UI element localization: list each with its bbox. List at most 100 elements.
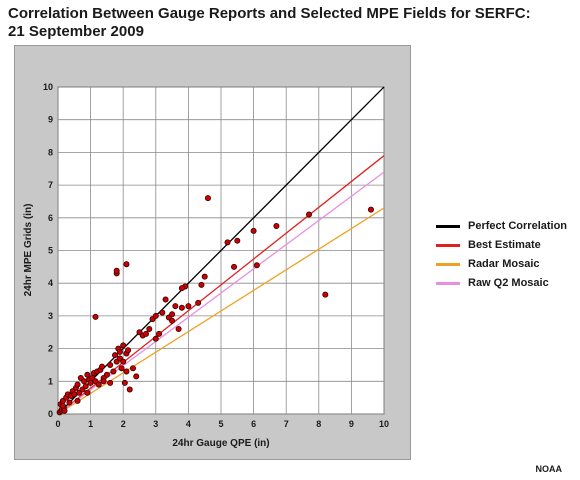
y-tick-label: 7	[48, 180, 53, 190]
data-point	[195, 299, 202, 306]
x-tick-label: 3	[153, 419, 158, 429]
legend-item-radar-mosaic: Radar Mosaic	[436, 255, 567, 273]
legend-swatch	[436, 243, 460, 247]
data-point	[107, 379, 114, 386]
data-point	[231, 263, 238, 270]
legend-item-best-estimate: Best Estimate	[436, 236, 567, 254]
data-point	[178, 304, 185, 311]
data-point	[74, 381, 81, 388]
x-tick-label: 4	[186, 419, 191, 429]
data-point	[87, 379, 94, 386]
legend-label: Raw Q2 Mosaic	[468, 277, 549, 289]
data-point	[129, 365, 136, 372]
data-point	[95, 381, 102, 388]
y-tick-label: 9	[48, 115, 53, 125]
legend-swatch	[436, 262, 460, 266]
x-tick-label: 8	[316, 419, 321, 429]
data-point	[159, 309, 166, 316]
x-tick-label: 9	[349, 419, 354, 429]
data-point	[116, 348, 123, 355]
data-point	[156, 330, 163, 337]
y-tick-label: 5	[48, 246, 53, 256]
data-point	[99, 363, 106, 370]
data-point	[84, 371, 91, 378]
legend-item-raw-q2-mosaic: Raw Q2 Mosaic	[436, 274, 567, 292]
legend-label: Perfect Correlation	[468, 220, 568, 232]
y-tick-label: 0	[48, 409, 53, 419]
data-point	[201, 273, 208, 280]
x-tick-label: 10	[379, 419, 389, 429]
legend-item-perfect-correlation: Perfect Correlation	[436, 217, 567, 235]
legend: Perfect Correlation Best Estimate Radar …	[436, 217, 567, 293]
data-point	[234, 237, 241, 244]
chart-title-line-1: Correlation Between Gauge Reports and Se…	[8, 5, 531, 22]
y-tick-label: 6	[48, 213, 53, 223]
data-point	[113, 267, 120, 274]
x-tick-label: 1	[88, 419, 93, 429]
data-point	[133, 373, 140, 380]
legend-label: Best Estimate	[468, 239, 541, 251]
data-point	[162, 296, 169, 303]
x-tick-label: 7	[284, 419, 289, 429]
data-point	[152, 312, 159, 319]
data-point	[322, 291, 329, 298]
x-tick-label: 0	[55, 419, 60, 429]
data-point	[175, 325, 182, 332]
chart-title-line-2: 21 September 2009	[8, 23, 144, 40]
data-point	[120, 358, 127, 365]
line-perfect-correlation	[57, 86, 385, 415]
data-points	[56, 195, 374, 416]
legend-swatch	[436, 224, 460, 228]
data-point	[125, 347, 132, 354]
data-point	[123, 261, 130, 268]
data-point	[169, 317, 176, 324]
data-point	[253, 262, 260, 269]
data-point	[92, 313, 99, 320]
data-point	[71, 391, 78, 398]
legend-swatch	[436, 281, 460, 285]
data-point	[367, 206, 374, 213]
legend-label: Radar Mosaic	[468, 258, 540, 270]
data-point	[185, 303, 192, 310]
data-point	[224, 239, 231, 246]
data-point	[107, 361, 114, 368]
data-point	[123, 368, 130, 375]
data-point	[110, 368, 117, 375]
y-axis-label: 24hr MPE Grids (in)	[23, 204, 34, 297]
y-tick-label: 10	[43, 82, 53, 92]
chart-title: Correlation Between Gauge Reports and Se…	[8, 5, 531, 41]
y-tick-label: 4	[48, 278, 53, 288]
data-point	[84, 389, 91, 396]
x-tick-label: 5	[218, 419, 223, 429]
data-point	[126, 386, 133, 393]
data-point	[143, 330, 150, 337]
data-point	[112, 352, 119, 359]
data-point	[306, 211, 313, 218]
credit-noaa: NOAA	[535, 464, 563, 474]
data-point	[66, 399, 73, 406]
data-point	[146, 325, 153, 332]
x-axis-label: 24hr Gauge QPE (in)	[172, 438, 269, 449]
y-tick-label: 8	[48, 147, 53, 157]
data-point	[120, 342, 127, 349]
data-point	[81, 378, 88, 385]
y-tick-label: 3	[48, 311, 53, 321]
y-tick-label: 2	[48, 344, 53, 354]
x-tick-label: 2	[121, 419, 126, 429]
line-radar-mosaic	[57, 207, 385, 415]
data-point	[152, 335, 159, 342]
data-point	[74, 397, 81, 404]
data-point	[100, 378, 107, 385]
data-point	[250, 227, 257, 234]
data-point	[169, 311, 176, 318]
data-point	[59, 402, 66, 409]
data-point	[198, 281, 205, 288]
data-point	[273, 222, 280, 229]
data-point	[103, 371, 110, 378]
data-point	[118, 365, 125, 372]
data-point	[204, 195, 211, 202]
tick-labels: 0 1 2 3 4 5 6 7 8 9 10 0 1 2 3 4 5 6 7 8 9 10	[43, 82, 389, 429]
data-point	[82, 383, 89, 390]
x-tick-label: 6	[251, 419, 256, 429]
